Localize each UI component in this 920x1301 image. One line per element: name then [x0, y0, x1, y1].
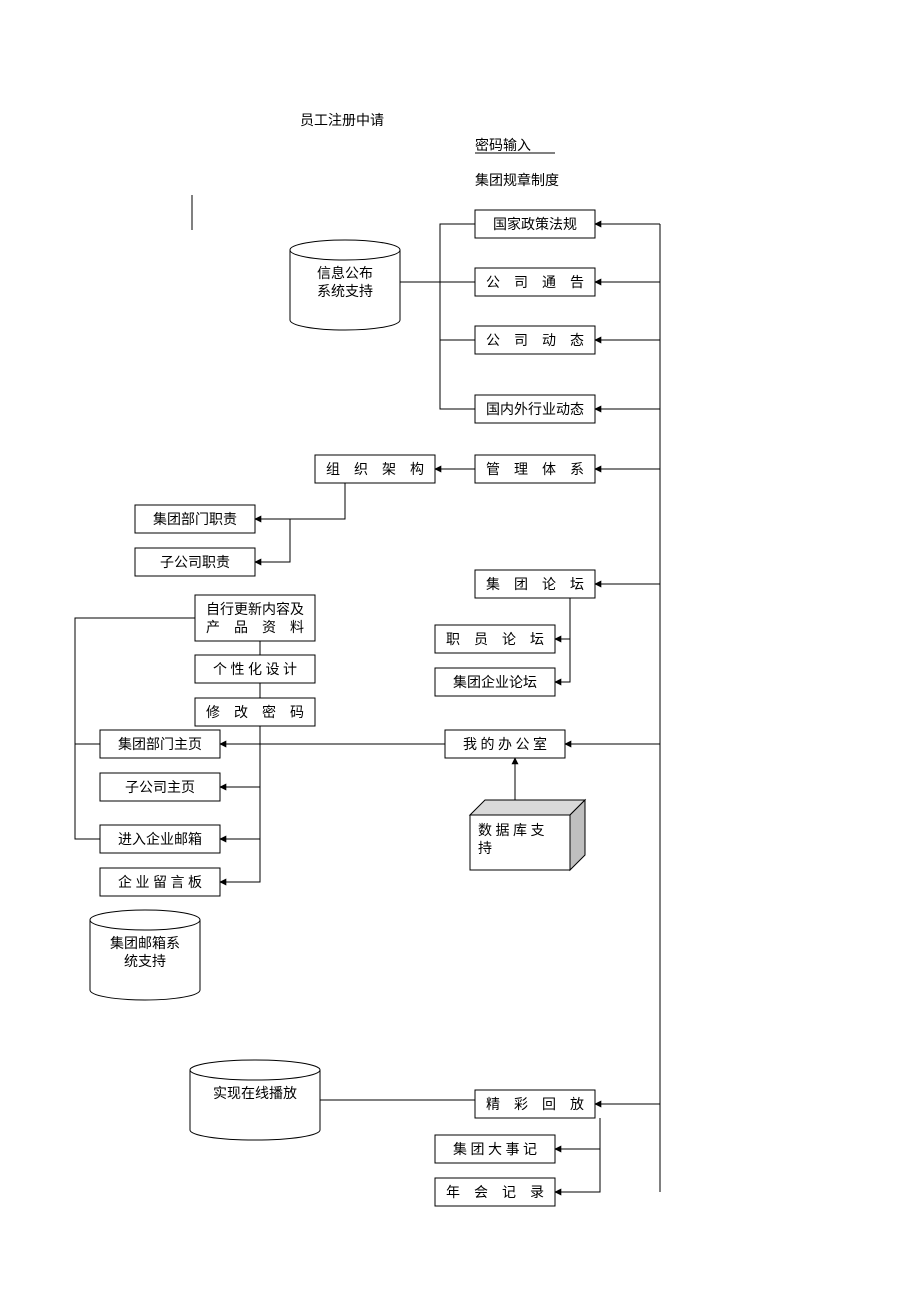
cylinder-online-label: 实现在线播放 [213, 1086, 297, 1102]
node-ent_forum: 集团企业论坛 [435, 668, 555, 696]
node-org: 组 织 架 构 [315, 455, 435, 483]
node-news: 公 司 动 态 [475, 326, 595, 354]
connector [555, 598, 570, 639]
cylinder-mail_sys-label: 集团邮箱系 [110, 935, 180, 952]
node-industry: 国内外行业动态 [475, 395, 595, 423]
node-personal: 个 性 化 设 计 [195, 655, 315, 683]
cylinder-online: 实现在线播放 [190, 1060, 320, 1140]
node-office-label: 我 的 办 公 室 [463, 736, 547, 753]
connector [440, 340, 475, 409]
connector [220, 839, 260, 882]
node-mgmt-label: 管 理 体 系 [486, 462, 584, 478]
connector [220, 744, 260, 787]
node-board: 企 业 留 言 板 [100, 868, 220, 896]
node-mail_enter: 进入企业邮箱 [100, 825, 220, 853]
node-self_update-label: 自行更新内容及 [206, 601, 304, 618]
node-replay: 精 彩 回 放 [475, 1090, 595, 1118]
node-policy: 国家政策法规 [475, 210, 595, 238]
node-replay-label: 精 彩 回 放 [486, 1097, 584, 1113]
pw_input: 密码输入 [475, 137, 531, 154]
node-sub_home: 子公司主页 [100, 773, 220, 801]
node-annual-label: 年 会 记 录 [446, 1185, 544, 1201]
connector [75, 618, 195, 744]
cylinder-info_pub-label: 系统支持 [317, 284, 373, 300]
node-sub_home-label: 子公司主页 [125, 780, 195, 796]
node-self_update-label: 产 品 资 料 [206, 620, 304, 636]
node-policy-label: 国家政策法规 [493, 216, 577, 233]
node-board-label: 企 业 留 言 板 [118, 874, 202, 891]
connector [255, 519, 290, 562]
node-dept_duty-label: 集团部门职责 [153, 511, 237, 528]
node-news-label: 公 司 动 态 [486, 333, 584, 349]
node-notice: 公 司 通 告 [475, 268, 595, 296]
cylinder-mail_sys: 集团邮箱系统支持 [90, 910, 200, 1000]
cube-db-label: 持 [478, 841, 492, 857]
node-chpw-label: 修 改 密 码 [206, 704, 304, 721]
node-notice-label: 公 司 通 告 [486, 275, 584, 291]
node-annual: 年 会 记 录 [435, 1178, 555, 1206]
cylinder-info_pub-label: 信息公布 [317, 265, 373, 282]
rules: 集团规章制度 [475, 172, 559, 189]
cylinder-info_pub: 信息公布系统支持 [290, 240, 400, 330]
cube-db: 数 据 库 支持 [470, 800, 585, 870]
node-dept_duty: 集团部门职责 [135, 505, 255, 533]
node-sub_duty: 子公司职责 [135, 548, 255, 576]
node-ent_forum-label: 集团企业论坛 [453, 674, 537, 691]
reg_apply: 员工注册中请 [300, 113, 384, 129]
node-events: 集 团 大 事 记 [435, 1135, 555, 1163]
connector [555, 1149, 600, 1192]
node-forum-label: 集 团 论 坛 [486, 576, 584, 593]
connector [220, 787, 260, 839]
node-staff_forum: 职 员 论 坛 [435, 625, 555, 653]
node-staff_forum-label: 职 员 论 坛 [446, 632, 544, 648]
node-mgmt: 管 理 体 系 [475, 455, 595, 483]
cube-db-label: 数 据 库 支 [478, 823, 545, 839]
node-office: 我 的 办 公 室 [445, 730, 565, 758]
connector [400, 224, 475, 282]
node-dept_home-label: 集团部门主页 [118, 736, 202, 753]
node-industry-label: 国内外行业动态 [486, 402, 584, 418]
node-chpw: 修 改 密 码 [195, 698, 315, 726]
flowchart: 员工注册中请密码输入集团规章制度国家政策法规公 司 通 告公 司 动 态国内外行… [0, 0, 920, 1301]
node-mail_enter-label: 进入企业邮箱 [118, 831, 202, 848]
node-sub_duty-label: 子公司职责 [160, 555, 230, 571]
connector [555, 639, 570, 682]
node-events-label: 集 团 大 事 记 [453, 1141, 537, 1158]
connector [555, 1118, 600, 1149]
connector [290, 483, 345, 519]
node-dept_home: 集团部门主页 [100, 730, 220, 758]
node-org-label: 组 织 架 构 [326, 462, 424, 478]
node-forum: 集 团 论 坛 [475, 570, 595, 598]
node-self_update: 自行更新内容及产 品 资 料 [195, 595, 315, 641]
node-personal-label: 个 性 化 设 计 [213, 662, 297, 678]
cylinder-mail_sys-label: 统支持 [124, 954, 166, 970]
connector [75, 744, 100, 839]
connector [440, 282, 475, 340]
